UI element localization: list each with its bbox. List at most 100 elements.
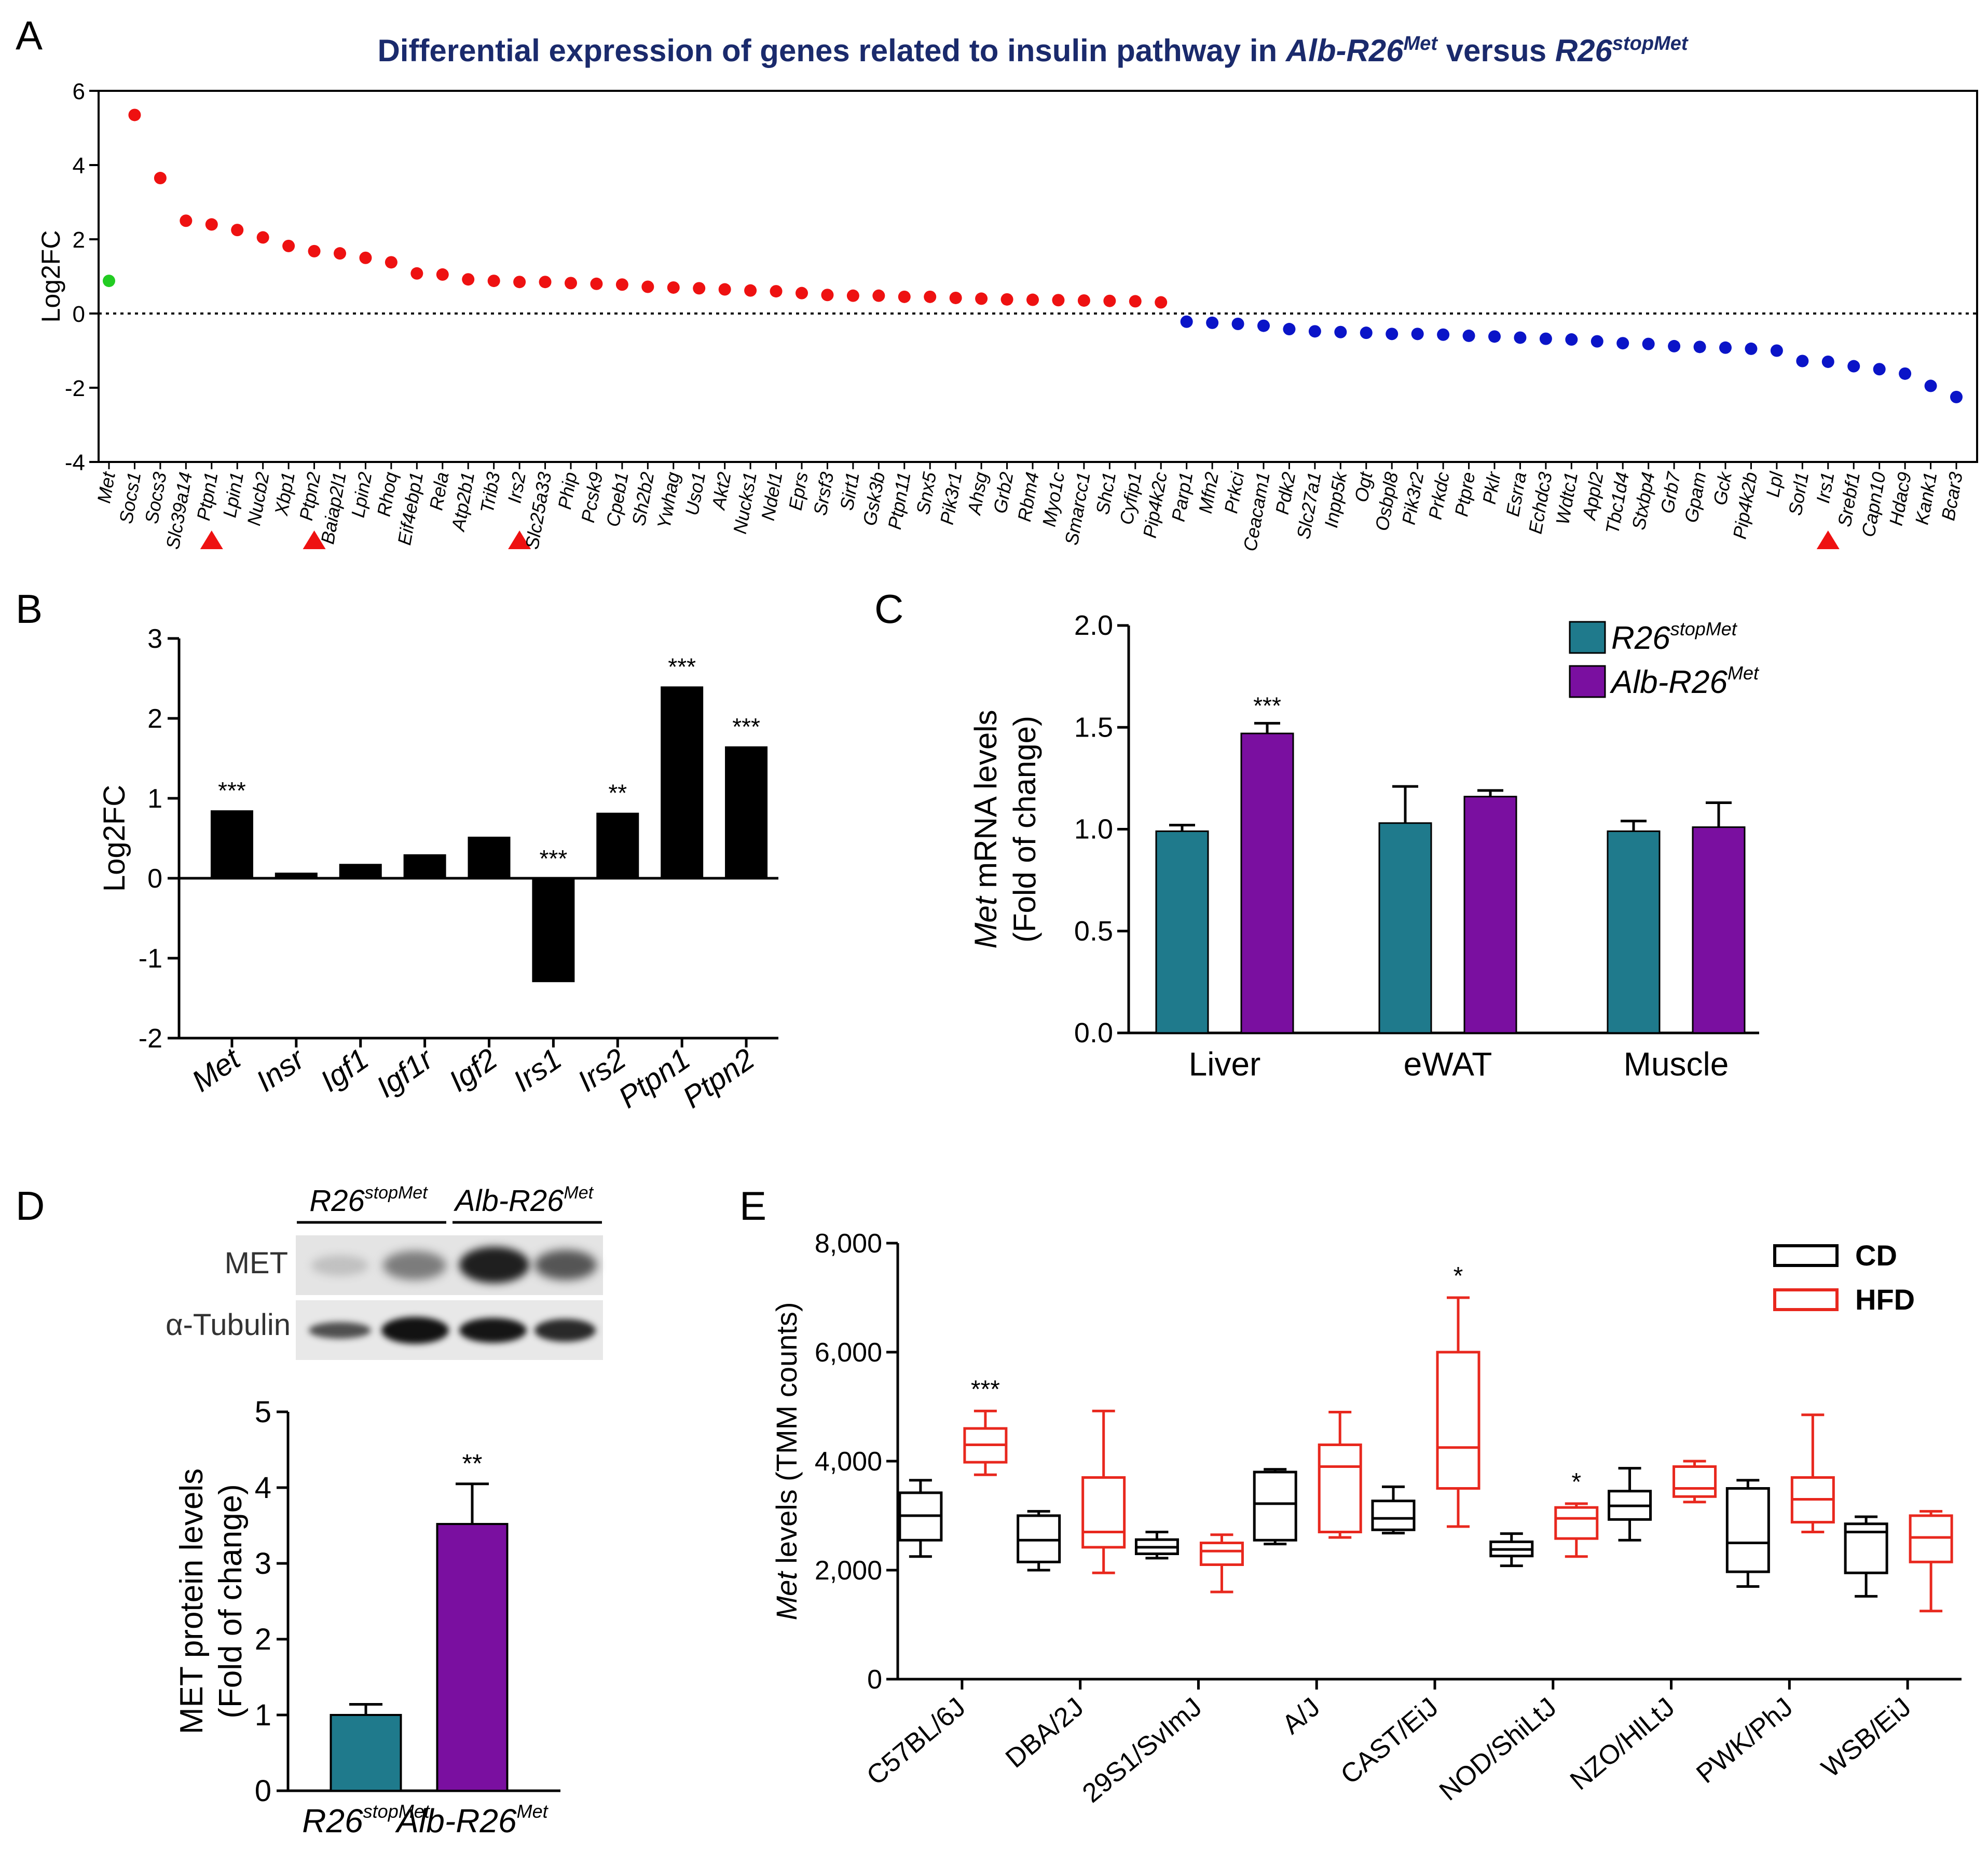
data-point-gck: [1719, 341, 1732, 354]
y-axis-label-line1: MET protein levels: [174, 1468, 210, 1734]
y-tick-label: -2: [65, 376, 85, 401]
significance-ptpn1: ***: [668, 653, 696, 680]
box-nzo-hlltj-hfd: [1672, 1465, 1717, 1498]
blot-band-met-lane4: [534, 1250, 597, 1280]
gene-label-ahsg: Ahsg: [963, 470, 992, 517]
gene-label-ywhag: Ywhag: [653, 470, 683, 530]
y-tick-label: 1: [255, 1698, 271, 1732]
data-point-wdtc1: [1565, 333, 1578, 346]
panel-e-chart: 0 2,000 4,000 6,000 8,000 Met levels (TMM cou…: [770, 1229, 1962, 1808]
title-group2-sup: stopMet: [1612, 33, 1689, 55]
data-point-pip4k2c: [1155, 296, 1168, 309]
gene-label-lpin1: Lpin1: [218, 470, 248, 519]
data-point-tbc1d4: [1616, 337, 1629, 350]
gene-label-prkci: Prkci: [1220, 470, 1248, 515]
gene-label-srsf3: Srsf3: [809, 470, 838, 517]
legend-label-hfd: HFD: [1855, 1283, 1915, 1316]
blot-header-group1: R26stopMet: [309, 1183, 428, 1218]
data-point-smarcc1: [1077, 294, 1090, 307]
gene-label-mfn2: Mfn2: [1195, 470, 1223, 515]
gene-label-xbp1: Xbp1: [270, 470, 299, 518]
bar-igf2: [468, 836, 511, 878]
gene-label-cpeb1: Cpeb1: [602, 470, 633, 528]
data-point-esrra: [1514, 331, 1527, 344]
data-point-akt2: [718, 283, 731, 296]
panel-letter-e: E: [739, 1183, 766, 1229]
y-tick-label: 4: [255, 1471, 271, 1505]
gene-label-ptpn2: Ptpn2: [295, 470, 325, 522]
y-axis-label-italic: Met: [770, 1571, 803, 1620]
bar-r26stopmet: [330, 1714, 402, 1792]
gene-label-socs3: Socs3: [141, 470, 171, 525]
data-point-sh2b2: [641, 280, 654, 293]
gene-label-pik3r2: Pik3r2: [1397, 470, 1428, 526]
gene-label-pcsk9: Pcsk9: [577, 470, 607, 524]
y-axis-label-line2: (Fold of change): [213, 1484, 249, 1718]
significance-irs1: ***: [540, 845, 568, 872]
box-wsb-eij-hfd: [1909, 1514, 1953, 1563]
legend-swatch-cd: [1773, 1244, 1839, 1267]
gene-label-pdk2: Pdk2: [1271, 470, 1300, 516]
panel-c-chart: 0.0 0.5 1.0 1.5 2.0 Met mRNA levels (Fold of c…: [968, 610, 1760, 1083]
x-label-nzo-hlltj: NZO/HlLtJ: [1565, 1692, 1680, 1796]
data-point-ywhag: [667, 281, 680, 294]
title-mid: versus: [1437, 33, 1555, 68]
gene-label-grb2: Grb2: [989, 470, 1017, 515]
significance-cast-eij: *: [1454, 1262, 1463, 1290]
blot-row-label-tubulin: α-Tubulin: [166, 1308, 291, 1342]
data-point-pcsk9: [590, 277, 603, 290]
gene-label-myo1c: Myo1c: [1038, 470, 1069, 528]
gene-label-inpp5k: Inpp5k: [1320, 469, 1351, 529]
data-point-snx5: [924, 290, 937, 303]
data-point-socs3: [154, 172, 167, 185]
significance-liver: ***: [1253, 692, 1281, 719]
gene-label-gpam: Gpam: [1680, 470, 1710, 524]
x-label-met: Met: [186, 1041, 248, 1098]
data-point-sirt1: [846, 289, 859, 302]
x-label-cast-eij: CAST/EiJ: [1335, 1692, 1444, 1790]
y-tick-label: 2: [147, 704, 162, 734]
x-label-dba-2j: DBA/2J: [1000, 1692, 1089, 1774]
bar-muscle-series0: [1607, 830, 1661, 1034]
x-label-base: R26: [302, 1802, 363, 1840]
gene-label-shc1: Shc1: [1092, 470, 1120, 516]
data-point-pip4k2b: [1745, 342, 1758, 355]
x-label-r26stopmet: R26stopMet: [302, 1801, 430, 1840]
y-tick-label: 8,000: [815, 1229, 882, 1259]
gene-label-trib3: Trib3: [476, 470, 504, 514]
box-dba-2j-cd: [1017, 1514, 1061, 1563]
y-tick-label: 1.5: [1074, 712, 1113, 743]
x-label-alb-r26met: Alb-R26Met: [394, 1801, 549, 1840]
legend-label-series1: Alb-R26Met: [1609, 662, 1760, 700]
data-point-stxbp4: [1642, 337, 1655, 350]
gene-label-ogt: Ogt: [1350, 469, 1377, 503]
y-tick-label: 4,000: [815, 1447, 882, 1477]
data-point-socs1: [128, 108, 141, 121]
x-label-wsb-eij: WSB/EiJ: [1816, 1692, 1916, 1783]
gene-label-stxbp4: Stxbp4: [1628, 470, 1659, 531]
data-point-trib3: [487, 275, 500, 288]
gene-label-gck: Gck: [1709, 469, 1736, 507]
y-tick-label: 0: [867, 1665, 882, 1695]
data-point-eprs: [796, 287, 808, 299]
gene-label-grb7: Grb7: [1656, 469, 1685, 515]
gene-label-sh2b2: Sh2b2: [628, 470, 658, 527]
gene-label-uso1: Uso1: [681, 470, 709, 517]
legend-swatch-series0: [1569, 621, 1606, 654]
data-point-lpin1: [231, 224, 244, 237]
data-point-met: [103, 275, 115, 288]
data-point-myo1c: [1052, 294, 1065, 307]
panel-a-title: Differential expression of genes related…: [377, 33, 1688, 68]
gene-label-ptpn11: Ptpn11: [884, 470, 915, 531]
y-tick-label: 0: [147, 864, 162, 894]
bar-ptpn1: [661, 686, 704, 878]
x-label-insr: Insr: [250, 1041, 312, 1098]
gene-label-eprs: Eprs: [785, 470, 812, 512]
data-point-ptpn11: [898, 290, 911, 303]
gene-label-irs2: Irs2: [503, 470, 530, 505]
significance-marker: **: [462, 1449, 483, 1478]
legend-swatch-series1: [1569, 665, 1606, 698]
y-tick-label: 3: [255, 1547, 271, 1581]
box-a-j-cd: [1253, 1470, 1297, 1542]
bar-irs2: [596, 812, 639, 878]
